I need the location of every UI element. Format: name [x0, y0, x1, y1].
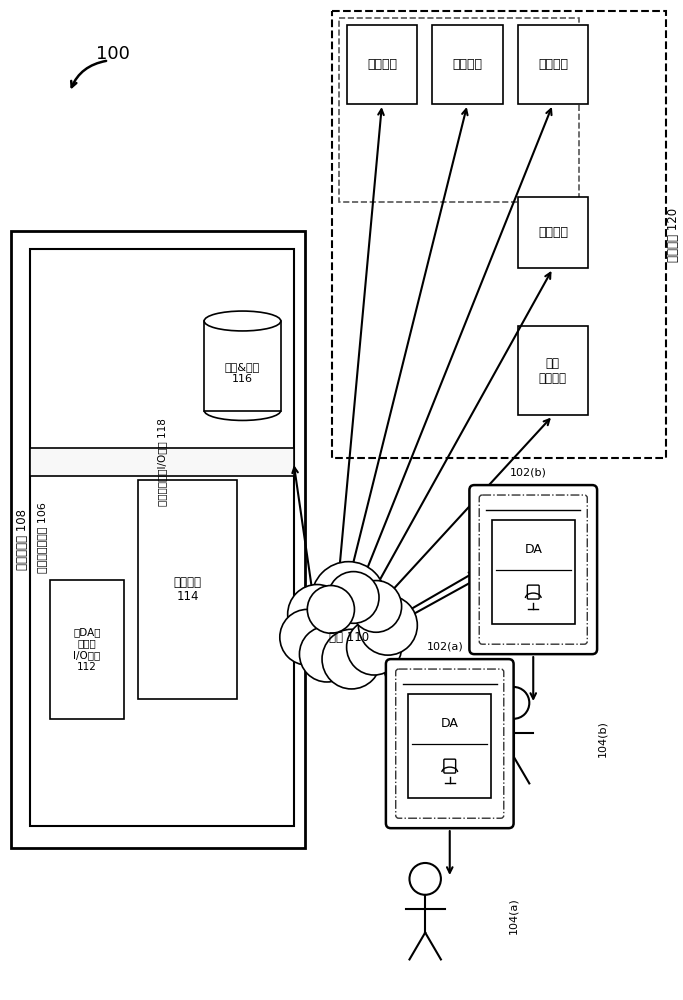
Circle shape — [328, 572, 379, 623]
FancyBboxPatch shape — [395, 669, 504, 818]
Text: 104(b): 104(b) — [597, 720, 607, 757]
FancyBboxPatch shape — [432, 25, 503, 104]
Circle shape — [280, 609, 335, 665]
Circle shape — [359, 595, 417, 655]
FancyBboxPatch shape — [518, 197, 588, 268]
Text: 102(a): 102(a) — [426, 641, 463, 651]
FancyBboxPatch shape — [139, 480, 236, 699]
Text: 104(a): 104(a) — [509, 897, 518, 934]
FancyBboxPatch shape — [50, 580, 124, 719]
Text: 数据&模型
116: 数据&模型 116 — [225, 362, 260, 384]
FancyBboxPatch shape — [30, 249, 294, 826]
FancyBboxPatch shape — [408, 694, 491, 798]
Text: 信息服务: 信息服务 — [538, 58, 568, 71]
Circle shape — [299, 626, 354, 682]
Text: 外部服务 120: 外部服务 120 — [667, 207, 680, 262]
Circle shape — [288, 585, 346, 644]
Text: 服务器系统 108: 服务器系统 108 — [16, 509, 29, 570]
FancyBboxPatch shape — [518, 326, 588, 415]
Text: 100: 100 — [96, 45, 130, 63]
FancyBboxPatch shape — [469, 485, 597, 654]
Text: 日历服务: 日历服务 — [538, 226, 568, 239]
Text: 导航服务: 导航服务 — [367, 58, 397, 71]
Text: 数字助理服务器 106: 数字助理服务器 106 — [37, 502, 47, 573]
Circle shape — [498, 687, 529, 719]
Text: 102(b): 102(b) — [510, 467, 547, 477]
FancyBboxPatch shape — [479, 495, 587, 644]
Circle shape — [410, 863, 441, 895]
Text: 消息服务: 消息服务 — [452, 58, 482, 71]
FancyBboxPatch shape — [332, 11, 666, 458]
FancyBboxPatch shape — [339, 18, 579, 202]
FancyBboxPatch shape — [444, 759, 456, 773]
FancyBboxPatch shape — [527, 585, 539, 599]
FancyBboxPatch shape — [346, 25, 417, 104]
Circle shape — [350, 581, 402, 632]
Circle shape — [307, 586, 354, 633]
Text: 到外部服务的I/O接口 118: 到外部服务的I/O接口 118 — [157, 418, 167, 506]
Ellipse shape — [204, 311, 281, 331]
FancyBboxPatch shape — [204, 321, 281, 410]
Text: 到DA客
户端的
I/O接口
112: 到DA客 户端的 I/O接口 112 — [73, 627, 100, 672]
FancyBboxPatch shape — [386, 659, 514, 828]
FancyBboxPatch shape — [30, 448, 294, 476]
Text: DA: DA — [525, 543, 542, 556]
Circle shape — [311, 562, 386, 637]
Text: DA: DA — [441, 717, 459, 730]
Text: 处理模块
114: 处理模块 114 — [173, 576, 201, 603]
Text: 网络 110: 网络 110 — [329, 631, 369, 644]
FancyBboxPatch shape — [492, 520, 574, 624]
Circle shape — [346, 619, 402, 675]
Text: 家居
控制服务: 家居 控制服务 — [539, 357, 567, 385]
Circle shape — [322, 629, 381, 689]
FancyBboxPatch shape — [11, 232, 305, 848]
FancyBboxPatch shape — [518, 25, 588, 104]
